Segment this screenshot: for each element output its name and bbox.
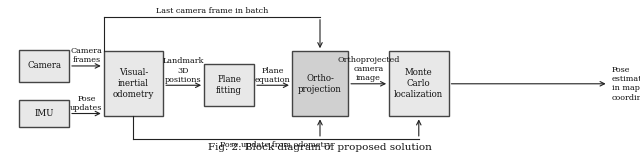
Text: Visual-
inertial
odometry: Visual- inertial odometry: [113, 68, 154, 99]
Text: Last camera frame in batch: Last camera frame in batch: [156, 7, 268, 15]
Text: Pose update from odometry: Pose update from odometry: [220, 141, 332, 149]
Text: Plane
fitting: Plane fitting: [216, 75, 242, 95]
Text: Camera
frames: Camera frames: [70, 47, 102, 64]
Text: Ortho-
projection: Ortho- projection: [298, 74, 342, 94]
Text: Pose
updates: Pose updates: [70, 95, 102, 112]
Text: Orthoprojected
camera
image: Orthoprojected camera image: [337, 56, 400, 82]
FancyBboxPatch shape: [389, 51, 449, 117]
FancyBboxPatch shape: [104, 51, 163, 117]
FancyBboxPatch shape: [204, 64, 254, 106]
Text: Landmark
3D
positions: Landmark 3D positions: [163, 57, 204, 84]
Text: IMU: IMU: [35, 109, 54, 118]
FancyBboxPatch shape: [19, 50, 69, 82]
Text: Plane
equation: Plane equation: [255, 67, 291, 84]
FancyBboxPatch shape: [19, 100, 69, 127]
Text: Monte
Carlo
localization: Monte Carlo localization: [394, 68, 444, 99]
Text: Fig. 2: Block diagram of proposed solution: Fig. 2: Block diagram of proposed soluti…: [208, 143, 432, 152]
Text: Pose
estimate
in map
coordinates: Pose estimate in map coordinates: [612, 66, 640, 102]
Text: Camera: Camera: [27, 61, 61, 70]
FancyBboxPatch shape: [292, 51, 348, 117]
